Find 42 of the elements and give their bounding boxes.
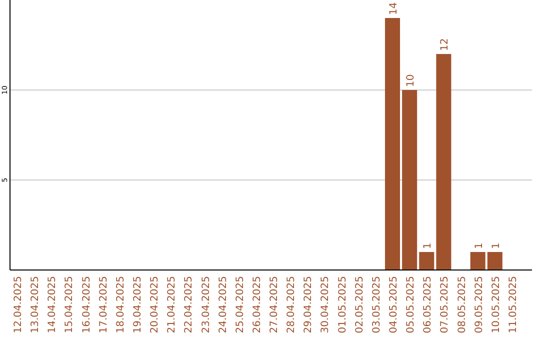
data-label: 1 bbox=[422, 242, 434, 249]
x-tick-label: 04.05.2025 bbox=[388, 276, 400, 334]
x-tick-label: 24.04.2025 bbox=[218, 276, 229, 334]
x-tick-label: 21.04.2025 bbox=[166, 276, 178, 334]
x-tick-label: 10.05.2025 bbox=[490, 276, 502, 334]
x-tick-label: 11.05.2025 bbox=[508, 276, 519, 334]
bar bbox=[402, 90, 418, 270]
x-tick-label: 02.05.2025 bbox=[354, 276, 366, 334]
x-tick-label: 26.04.2025 bbox=[252, 276, 263, 334]
x-tick-label: 03.05.2025 bbox=[371, 276, 382, 334]
x-tick-label: 23.04.2025 bbox=[200, 276, 212, 334]
x-tick-label: 01.05.2025 bbox=[337, 276, 348, 334]
x-tick-label: 15.04.2025 bbox=[64, 276, 76, 334]
bar bbox=[419, 252, 434, 270]
x-tick-label: 28.04.2025 bbox=[286, 276, 298, 334]
x-tick-label: 13.04.2025 bbox=[30, 276, 42, 334]
x-tick-label: 22.04.2025 bbox=[184, 276, 195, 334]
x-tick-label: 25.04.2025 bbox=[234, 276, 246, 334]
bar bbox=[384, 18, 400, 270]
x-tick-label: 08.05.2025 bbox=[456, 276, 468, 334]
x-tick-label: 17.04.2025 bbox=[98, 276, 110, 334]
x-tick-label: 05.05.2025 bbox=[406, 276, 417, 334]
x-tick-label: 30.04.2025 bbox=[320, 276, 332, 334]
x-tick-label: 29.04.2025 bbox=[303, 276, 314, 334]
data-label: 1 bbox=[474, 242, 485, 249]
x-tick-label: 16.04.2025 bbox=[81, 276, 92, 334]
x-tick-label: 27.04.2025 bbox=[269, 276, 280, 334]
x-tick-label: 14.04.2025 bbox=[47, 276, 58, 334]
x-tick-label: 06.05.2025 bbox=[422, 276, 434, 334]
x-tick-label: 18.04.2025 bbox=[115, 276, 126, 334]
x-tick-label: 07.05.2025 bbox=[440, 276, 451, 334]
bar bbox=[436, 54, 452, 270]
x-tick-label: 09.05.2025 bbox=[474, 276, 485, 334]
x-tick-label: 19.04.2025 bbox=[132, 276, 144, 334]
x-tick-label: 12.04.2025 bbox=[13, 276, 24, 334]
data-label: 10 bbox=[406, 74, 417, 87]
data-label: 14 bbox=[388, 2, 400, 15]
x-tick-label: 20.04.2025 bbox=[150, 276, 161, 334]
bar bbox=[470, 252, 486, 270]
data-label: 12 bbox=[440, 38, 451, 51]
data-label: 1 bbox=[490, 242, 502, 249]
bar bbox=[487, 252, 502, 270]
